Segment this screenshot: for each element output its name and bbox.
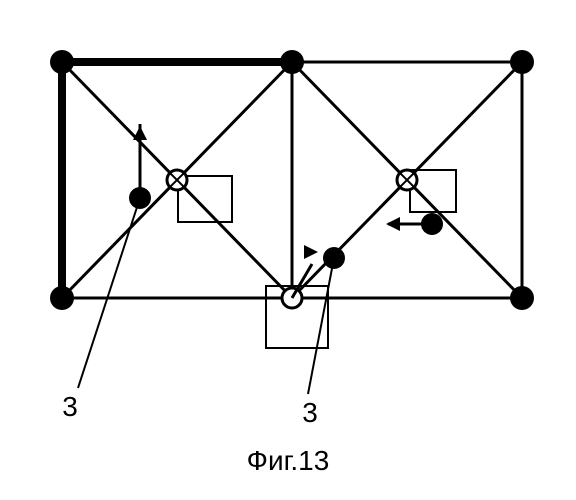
inner-dot [421,213,443,235]
diagram-figure: 33 Фиг.13 [0,0,576,500]
small-boxes-layer [178,170,456,348]
corner-node [510,50,534,74]
corner-node [280,50,304,74]
labels-layer: 33 [62,391,318,428]
reference-label: 3 [62,391,78,422]
edges-layer [62,62,522,298]
arrowhead-icon [304,245,318,259]
corner-node [510,286,534,310]
arrowhead-icon [133,126,147,140]
corner-node [50,286,74,310]
reference-label: 3 [302,397,318,428]
corner-node [50,50,74,74]
arrowhead-icon [386,217,400,231]
figure-caption: Фиг.13 [247,445,330,476]
callout-line [78,198,140,388]
